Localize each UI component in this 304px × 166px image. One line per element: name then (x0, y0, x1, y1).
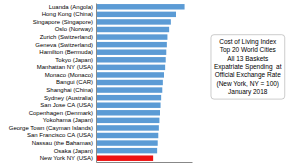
bar (96, 27, 169, 32)
y-tick-label: New York NY (USA) (40, 155, 93, 161)
bar (96, 42, 167, 47)
plot: New York NY (USA)Osaka (Japan) Nassau (th… (9, 4, 193, 163)
y-tick: Hamilton (Bermuda) (39, 49, 93, 55)
y-tick: San Jose CA (USA) (40, 102, 93, 108)
bar (96, 65, 165, 70)
y-tick: Manhattan NY (USA) (37, 64, 93, 70)
y-tick: Zurich (Switzerland) (40, 34, 93, 40)
y-tick: Shanghai (China) (46, 87, 93, 93)
bar (96, 140, 158, 145)
y-tick-label: Tokyo (Japan) (55, 57, 93, 63)
y-tick: Singapore (Singapore) (33, 19, 93, 25)
bar (96, 133, 158, 138)
y-tick: Copenhagen (Denmark) (29, 110, 93, 116)
y-tick-label: Hamilton (Bermuda) (39, 49, 93, 55)
bar (96, 12, 176, 17)
bar (96, 155, 153, 160)
y-tick: Monaco (Monaco) (45, 72, 93, 78)
y-tick-label: Sydney (Australia) (44, 95, 93, 101)
bar (96, 148, 157, 153)
bar (96, 80, 163, 85)
annotation-line: Top 20 World Cities (220, 46, 277, 54)
y-tick-label: Osaka (Japan) (54, 148, 93, 154)
y-tick: Geneva (Switzerland) (35, 42, 93, 48)
chart: New York NY (USA)Osaka (Japan) Nassau (th… (0, 0, 304, 166)
y-tick-label: Zurich (Switzerland) (40, 34, 93, 40)
y-tick: Yokohama (Japan) (43, 117, 93, 123)
bar (96, 19, 171, 24)
y-tick-label: Copenhagen (Denmark) (29, 110, 93, 116)
bar (96, 110, 160, 115)
y-tick: Sydney (Australia) (44, 95, 93, 101)
annotation-line: All 13 Baskets (227, 55, 269, 62)
y-tick-label: San Francisco CA (USA) (27, 132, 93, 138)
annotation-line: January 2018 (228, 88, 268, 96)
x-axis-line (97, 162, 193, 163)
y-tick-label: Hong Kong (China) (42, 11, 93, 17)
annotation-line: (New York, NY = 100) (216, 80, 279, 88)
y-tick-label: Yokohama (Japan) (43, 117, 93, 123)
annotation: Cost of Living IndexTop 20 World CitiesA… (211, 35, 285, 99)
bars (96, 4, 185, 161)
y-tick: Oslo (Norway) (55, 26, 93, 32)
y-tick-label: Luanda (Angola) (49, 4, 93, 10)
bar (96, 57, 166, 62)
y-tick: Tokyo (Japan) (55, 57, 93, 63)
bar (96, 95, 161, 100)
y-axis-line (96, 4, 97, 163)
bar (96, 102, 161, 107)
y-tick-label: Nassau (the Bahamas) (32, 140, 93, 146)
y-axis: New York NY (USA)Osaka (Japan) Nassau (th… (9, 4, 97, 163)
y-tick: Osaka (Japan) (54, 148, 93, 154)
y-tick-label: Singapore (Singapore) (33, 19, 93, 25)
y-tick: Nassau (the Bahamas) (32, 140, 93, 146)
y-tick: Hong Kong (China) (42, 11, 93, 17)
y-tick-label: Oslo (Norway) (55, 26, 93, 32)
y-tick-label: George Town (Cayman Islands) (9, 125, 93, 131)
bar (96, 87, 162, 92)
bar (96, 118, 159, 123)
bar (96, 125, 159, 130)
x-axis (97, 162, 193, 163)
bar (96, 72, 164, 77)
y-tick-label: San Jose CA (USA) (40, 102, 93, 108)
annotation-box (211, 35, 285, 99)
y-tick-label: Manhattan NY (USA) (37, 64, 93, 70)
annotation-line: Expatriate Spending at (214, 63, 282, 71)
annotation-line: Cost of Living Index (219, 38, 277, 46)
y-tick: San Francisco CA (USA) (27, 132, 93, 138)
y-tick-label: Geneva (Switzerland) (35, 42, 93, 48)
y-tick: Luanda (Angola) (49, 4, 93, 10)
y-tick: Bangui (CAR) (56, 79, 93, 85)
bar (96, 4, 185, 9)
y-tick-label: Shanghai (China) (46, 87, 93, 93)
annotation-line: Official Exchange Rate (215, 71, 281, 79)
y-tick: New York NY (USA) (40, 155, 93, 161)
y-tick-label: Bangui (CAR) (56, 79, 93, 85)
y-tick: George Town (Cayman Islands) (9, 125, 93, 131)
bar (96, 49, 166, 54)
bar (96, 34, 167, 39)
y-tick-label: Monaco (Monaco) (45, 72, 93, 78)
